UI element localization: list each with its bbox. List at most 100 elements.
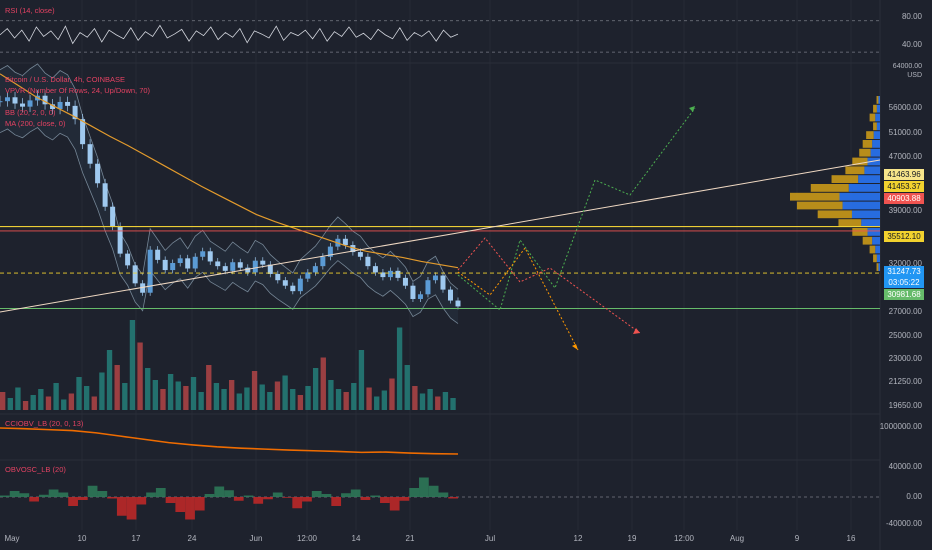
cciobv-tick: 1000000.00 [879,422,922,431]
price-tick-39000: 39000.00 [888,206,922,215]
vp-row-down-18 [876,254,880,263]
volume-bar-47 [358,350,365,410]
volume-bar-4 [30,395,36,410]
candle-body-3 [20,103,26,107]
volume-bar-49 [374,396,380,410]
obvosc-bar-13 [126,497,137,520]
price-candles [0,90,461,310]
indicator-ma[interactable]: MA (200, close, 0) [5,119,66,128]
candle-body-24 [177,258,183,264]
volume-bar-9 [68,393,75,410]
vp-row-down-2 [875,113,880,122]
candle-body-10 [72,105,78,120]
price-tick-19650: 19650.00 [888,401,922,410]
candle-body-31 [230,262,236,271]
candle-body-49 [365,256,371,267]
volume-bar-40 [305,386,311,410]
candle-body-38 [282,280,288,286]
volume-bar-55 [419,393,426,410]
volume-bar-14 [106,350,113,410]
candle-body-13 [95,163,101,184]
obvosc-bar-38 [370,495,381,497]
x-label-21: 21 [405,534,415,543]
candle-body-2 [12,97,18,104]
indicator-vpvr[interactable]: VPVR (Number Of Rows, 24, Up/Down, 70) [5,86,151,95]
candle-body-12 [87,144,93,164]
candle-body-36 [267,264,273,274]
candle-body-54 [402,277,408,286]
volume-bar-20 [152,380,159,410]
vp-row-up-14 [838,219,862,227]
volume-bar-2 [15,387,21,410]
volume-bar-1 [7,398,13,410]
volume-bar-46 [351,383,357,410]
obvosc-bar-42 [409,488,420,497]
obvosc-bar-15 [146,492,156,497]
vp-row-down-16 [872,236,880,245]
obvosc-bar-12 [116,497,127,516]
candle-body-11 [80,119,86,145]
obvosc-bar-24 [233,497,244,501]
volume-bar-8 [61,399,67,410]
forecast-green-path [457,107,696,311]
tag-30981: 30981.68 [884,289,924,300]
vp-row-up-10 [810,184,849,192]
vp-row-up-5 [862,140,873,148]
volume-bar-21 [160,389,166,410]
candle-body-48 [357,252,363,257]
x-label-14: 14 [351,534,361,543]
obvosc-bar-32 [311,491,322,497]
vp-row-up-8 [845,166,865,175]
vp-row-down-9 [858,175,880,183]
volume-bar-58 [442,392,449,410]
vp-row-down-10 [848,184,880,192]
obvosc-bar-29 [282,497,293,498]
indicator-bb[interactable]: BB (20, 2, 0, 0) [5,108,56,117]
obvosc-bar-7 [68,497,78,506]
obvosc-bar-19 [185,497,195,520]
obvosc-bar-21 [204,494,215,497]
obvosc-bar-25 [243,495,254,497]
currency-label: USD [907,72,922,79]
vp-row-down-3 [876,122,880,131]
volume-bar-28 [213,383,220,410]
volume-bar-57 [435,396,441,410]
candle-body-53 [395,270,401,278]
vp-row-down-11 [839,192,880,201]
trendline[interactable] [0,159,881,313]
volume-bar-31 [236,393,242,410]
vp-row-up-2 [869,113,876,122]
volume-bar-12 [91,396,97,410]
candle-body-25 [185,258,191,269]
obvosc-bar-43 [419,477,429,497]
obvosc-bar-44 [428,485,439,497]
volume-bar-15 [114,365,120,410]
vp-row-up-9 [831,175,859,183]
volume-bar-35 [267,392,273,410]
volume-bar-39 [297,395,304,410]
volume-bar-16 [122,383,128,410]
candle-body-21 [155,249,161,260]
x-label-17: 17 [131,534,141,543]
obvosc-bar-23 [224,490,234,497]
volume-bar-36 [274,381,281,410]
obvosc-bar-3 [29,497,39,502]
bb-lower [0,127,459,324]
x-label-24: 24 [187,534,197,543]
price-tick-51000: 51000.00 [888,128,922,137]
forecast-paths[interactable] [457,106,696,351]
candle-body-27 [200,251,206,257]
obvosc-bar-4 [38,494,49,497]
rsi-panel [0,20,880,53]
volume-bar-26 [198,392,204,410]
volume-bar-29 [221,389,227,410]
obvosc-bar-40 [389,497,400,511]
candle-body-9 [65,101,71,106]
volume-bar-25 [190,377,197,410]
candle-body-59 [440,275,446,290]
volume-bar-3 [22,401,29,410]
obvosc-bar-30 [292,497,303,509]
candle-body-34 [252,260,258,273]
volume-bar-41 [312,368,319,410]
